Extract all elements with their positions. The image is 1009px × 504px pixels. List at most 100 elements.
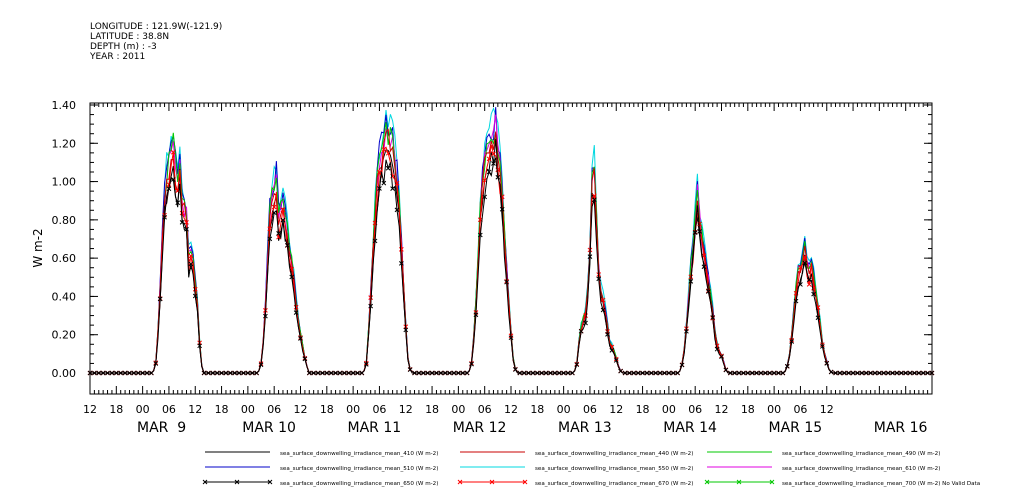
series-marker <box>653 370 659 376</box>
series-marker <box>491 151 496 157</box>
series-marker <box>802 260 808 266</box>
series-marker <box>87 370 93 376</box>
series-marker <box>745 370 751 376</box>
day-label: MAR 9 <box>137 420 186 436</box>
legend-entry: sea_surface_downwelling_irradiance_mean_… <box>457 479 693 487</box>
series-marker <box>469 361 474 367</box>
series-marker <box>381 147 387 152</box>
series-marker <box>346 370 352 376</box>
series-marker <box>254 370 259 376</box>
series-marker <box>596 276 602 282</box>
legend-entry: sea_surface_downwelling_irradiance_mean_… <box>460 466 693 472</box>
dataset-metadata: LONGITUDE : 121.9W(-121.9) LATITUDE : 38… <box>90 22 222 62</box>
x-tick-label: 00 <box>241 403 255 416</box>
series-marker <box>197 343 202 349</box>
series-marker <box>464 370 470 376</box>
legend-marker <box>489 479 495 485</box>
y-axis-label: W m-2 <box>31 228 45 267</box>
series-marker <box>618 368 623 374</box>
series-marker <box>793 298 799 304</box>
series-marker <box>258 362 264 368</box>
series-marker <box>732 370 738 376</box>
legend-marker <box>234 479 240 485</box>
series-marker <box>806 282 812 287</box>
series-marker <box>622 370 628 376</box>
series-marker <box>372 238 378 244</box>
series-marker <box>705 289 711 294</box>
series-marker <box>201 370 207 376</box>
series-marker <box>438 370 444 376</box>
series-marker <box>552 370 558 376</box>
series-marker <box>565 370 571 376</box>
series-marker <box>105 370 110 376</box>
day-label: MAR 16 <box>874 420 928 436</box>
x-tick-label: 06 <box>688 403 702 416</box>
series-marker <box>271 210 277 216</box>
series-line <box>90 157 932 374</box>
series-marker <box>697 221 702 227</box>
legend-marker <box>704 479 710 485</box>
series-marker <box>482 194 488 200</box>
series-marker <box>605 332 610 337</box>
series-marker <box>425 370 431 376</box>
y-tick-label: 0.00 <box>52 367 77 380</box>
series-marker <box>359 370 365 376</box>
series-marker <box>355 370 360 376</box>
legend-label: sea_surface_downwelling_irradiance_mean_… <box>782 466 940 472</box>
series-marker <box>403 327 409 333</box>
series-marker <box>219 370 224 376</box>
series-marker <box>280 217 286 223</box>
series-marker <box>162 214 167 220</box>
series-marker <box>771 370 777 376</box>
legend-marker <box>769 479 775 485</box>
series-marker <box>394 207 400 213</box>
legend-entry: sea_surface_downwelling_irradiance_mean_… <box>202 479 438 487</box>
series-marker <box>872 370 878 376</box>
x-tick-label: 06 <box>793 403 807 416</box>
series-marker <box>666 370 672 376</box>
series-marker <box>780 370 786 376</box>
series-marker <box>894 370 900 376</box>
legend-entry: sea_surface_downwelling_irradiance_mean_… <box>707 451 940 457</box>
series-marker <box>385 165 391 171</box>
series-marker <box>157 296 163 302</box>
series-marker <box>482 177 488 183</box>
series-marker <box>802 254 808 260</box>
day-label: MAR 12 <box>453 420 507 436</box>
series-marker <box>789 339 795 344</box>
series-marker <box>118 370 124 376</box>
series-marker <box>600 297 606 303</box>
series-marker <box>736 370 742 376</box>
series-marker <box>144 370 150 376</box>
series-marker <box>495 174 501 180</box>
series-marker <box>293 310 299 315</box>
series-marker <box>824 361 830 366</box>
series-marker <box>179 220 185 225</box>
series-marker <box>806 277 812 283</box>
series-marker <box>684 328 689 334</box>
series-marker <box>868 370 873 376</box>
series-marker <box>184 220 189 225</box>
series-marker <box>381 180 387 186</box>
series-marker <box>394 180 400 186</box>
series-marker <box>333 370 338 376</box>
series-marker <box>556 370 562 376</box>
series-marker <box>767 370 773 376</box>
series-marker <box>640 370 645 376</box>
series-marker <box>749 370 755 376</box>
legend-label: sea_surface_downwelling_irradiance_mean_… <box>535 481 693 487</box>
x-tick-label: 06 <box>162 403 176 416</box>
series-marker <box>670 370 676 376</box>
day-label: MAR 14 <box>663 420 717 436</box>
series-marker <box>175 200 181 206</box>
series-marker <box>109 370 115 376</box>
series-marker <box>578 328 584 334</box>
series-marker <box>122 370 128 376</box>
series-marker <box>298 336 303 341</box>
series-marker <box>368 303 374 309</box>
series-marker <box>710 315 716 320</box>
series-marker <box>701 264 707 270</box>
x-tick-label: 00 <box>346 403 360 416</box>
series-marker <box>631 370 637 376</box>
day-label: MAR 15 <box>769 420 823 436</box>
